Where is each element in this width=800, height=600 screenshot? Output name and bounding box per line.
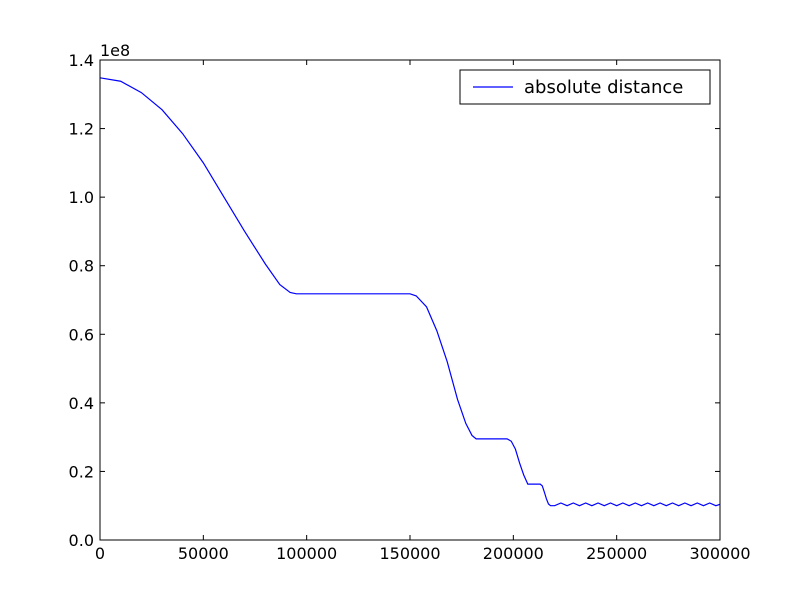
y-tick-label: 0.0 [69, 531, 94, 550]
y-tick-label: 0.6 [69, 325, 94, 344]
x-tick-label: 50000 [178, 544, 229, 563]
y-offset-label: 1e8 [100, 41, 130, 60]
y-tick-label: 0.4 [69, 394, 94, 413]
plot-area [100, 60, 720, 540]
x-axis: 0 50000 100000 150000 200000 250000 300000 [95, 60, 751, 563]
x-tick-label: 300000 [689, 544, 750, 563]
plot-frame [99, 59, 721, 541]
y-tick-label: 1.2 [69, 120, 94, 139]
y-tick-label: 1.4 [69, 51, 94, 70]
x-tick-label: 150000 [379, 544, 440, 563]
y-axis: 0.0 0.2 0.4 0.6 0.8 1.0 1.2 1.4 [69, 51, 720, 550]
y-tick-label: 0.8 [69, 257, 94, 276]
x-tick-label: 250000 [586, 544, 647, 563]
series-line-absolute-distance [99, 77, 721, 507]
legend: absolute distance [459, 69, 711, 105]
x-tick-label: 100000 [276, 544, 337, 563]
legend-label-absolute-distance: absolute distance [524, 77, 683, 98]
y-tick-label: 1.0 [69, 188, 94, 207]
x-tick-label: 200000 [483, 544, 544, 563]
y-tick-label: 0.2 [69, 462, 94, 481]
x-tick-label: 0 [95, 544, 105, 563]
